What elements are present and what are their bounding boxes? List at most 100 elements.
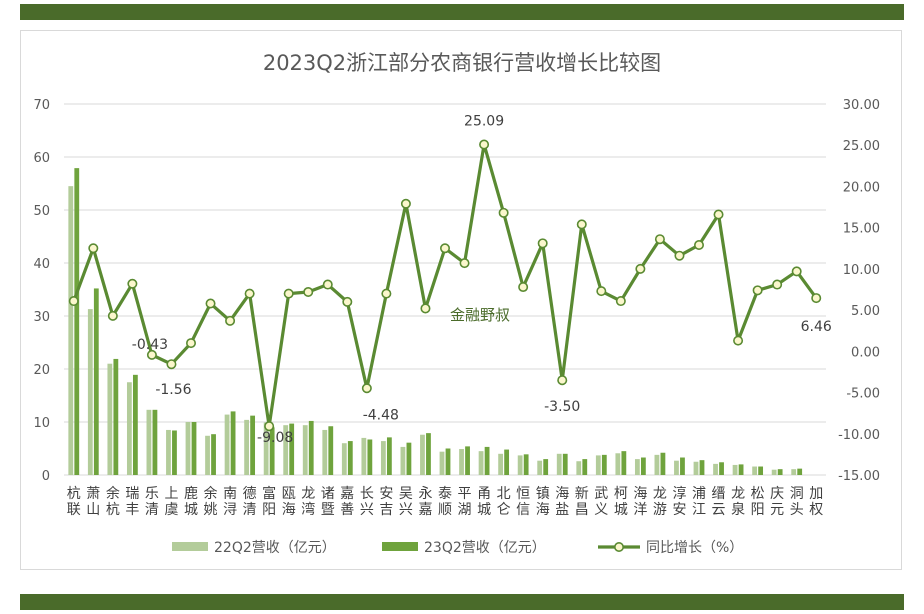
bar: [634, 459, 640, 475]
category-label: 恒信: [516, 486, 530, 518]
category-label: 瓯海: [282, 486, 296, 518]
bar: [498, 453, 504, 475]
bar: [386, 437, 392, 475]
right-tick-label: 15.00: [843, 222, 880, 237]
growth-point: [811, 293, 822, 304]
bar: [426, 433, 431, 475]
category-label: 淳安: [672, 485, 686, 518]
bar: [380, 441, 386, 475]
legend-swatch-23q2: [382, 542, 418, 551]
left-tick-label: 20: [33, 363, 50, 378]
category-label: 洞头: [790, 486, 804, 518]
category-label: 南浔: [223, 486, 237, 518]
point-label: 25.09: [464, 113, 504, 129]
bar: [146, 409, 152, 475]
bar: [517, 455, 523, 475]
bar: [459, 449, 464, 475]
category-label: 龙湾: [301, 486, 315, 518]
growth-point: [107, 310, 118, 321]
growth-point: [283, 288, 294, 299]
point-label: -4.48: [363, 407, 399, 423]
category-label: 新昌: [575, 486, 589, 518]
growth-point: [264, 421, 275, 432]
growth-point: [439, 243, 450, 254]
growth-point: [693, 239, 704, 250]
right-tick-label: 20.00: [843, 180, 880, 195]
bar: [250, 415, 256, 475]
right-tick-label: 0.00: [851, 345, 880, 360]
bar: [302, 425, 308, 475]
bar: [341, 443, 347, 475]
category-label: 富阳: [262, 485, 276, 518]
bar: [465, 446, 470, 475]
category-label: 长兴: [360, 486, 374, 518]
growth-point: [400, 198, 411, 209]
left-axis: 0 10 20 30 40 50 60 70: [33, 98, 50, 484]
bar: [74, 168, 80, 475]
bar: [263, 422, 269, 475]
left-tick-label: 10: [33, 416, 50, 431]
bar: [269, 427, 275, 475]
bar: [797, 468, 803, 475]
legend-label-22q2: 22Q2营收（亿元）: [214, 540, 336, 556]
category-label: 龙泉: [731, 486, 745, 518]
bar: [582, 459, 588, 475]
growth-point: [186, 338, 197, 349]
category-label: 柯城: [614, 486, 628, 518]
category-label: 北仑: [497, 486, 511, 518]
growth-point: [146, 349, 157, 360]
category-labels: 杭联萧山余杭瑞丰乐清上虞鹿城余姚南浔德清富阳瓯海龙湾诸暨嘉善长兴安吉吴兴永嘉泰顺…: [67, 485, 823, 518]
point-label: -9.08: [257, 430, 293, 446]
category-label: 庆元: [770, 486, 784, 518]
category-label: 鹿城: [184, 485, 198, 518]
bar: [68, 186, 74, 475]
growth-point: [68, 296, 79, 307]
right-tick-label: 5.00: [851, 304, 880, 319]
growth-point: [733, 335, 744, 346]
bar: [283, 425, 289, 475]
category-label: 乐清: [145, 486, 159, 518]
right-tick-label: -10.00: [838, 428, 880, 443]
right-tick-label: -15.00: [838, 469, 880, 484]
bar: [504, 449, 510, 475]
growth-point: [596, 286, 607, 297]
bar: [439, 451, 445, 475]
right-tick-label: 25.00: [843, 139, 880, 154]
bar: [777, 469, 783, 475]
bar: [361, 437, 367, 475]
bars: [68, 168, 803, 475]
category-label: 镇海: [536, 486, 550, 518]
bar: [640, 457, 646, 475]
category-label: 松阳: [751, 486, 765, 518]
growth-line: [68, 139, 822, 432]
bar: [308, 420, 314, 475]
category-label: 永嘉: [418, 486, 432, 518]
bar: [556, 453, 562, 475]
growth-point: [752, 285, 763, 296]
left-tick-label: 40: [33, 257, 50, 272]
top-band: [20, 4, 904, 20]
bar: [699, 460, 705, 475]
bar: [224, 414, 230, 475]
point-label: -1.56: [155, 382, 191, 398]
growth-point: [166, 359, 177, 370]
bar: [791, 469, 797, 475]
category-label: 嘉善: [340, 486, 354, 518]
growth-point: [498, 207, 509, 218]
category-label: 海洋: [633, 486, 647, 518]
point-label: -0.43: [132, 337, 168, 353]
growth-point: [791, 266, 802, 277]
left-tick-label: 60: [33, 151, 50, 166]
category-label: 浦江: [692, 486, 706, 518]
bar: [680, 457, 685, 475]
growth-point: [322, 279, 333, 290]
growth-point: [772, 279, 783, 290]
bar: [738, 464, 744, 475]
point-labels: -0.43 -1.56 -9.08 -4.48 25.09 -3.50 6.46: [132, 113, 832, 446]
bar: [185, 422, 191, 475]
category-label: 上虞: [164, 486, 178, 518]
category-label: 安吉: [379, 486, 393, 518]
growth-point: [303, 286, 314, 297]
bar: [406, 442, 412, 475]
